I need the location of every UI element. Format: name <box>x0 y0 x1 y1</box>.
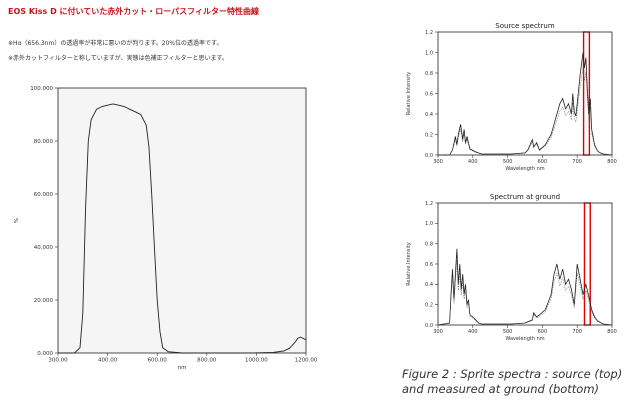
y-axis-label: Relative Intensity <box>406 242 412 286</box>
x-tick-label: 400 <box>468 159 478 165</box>
plot-frame <box>437 31 613 156</box>
y-tick-label: 20.000 <box>34 298 54 304</box>
y-tick-label: 100.000 <box>30 86 53 92</box>
plot-frame <box>437 202 613 326</box>
figure-caption-line1: Figure 2 : Sprite spectra : source (top) <box>402 367 623 381</box>
figure-caption-line2: and measured at ground (bottom) <box>402 382 600 396</box>
x-tick-label: 700 <box>572 329 582 335</box>
x-tick-label: 300 <box>433 329 443 335</box>
x-tick-label: 800 <box>607 159 617 165</box>
page-title: EOS Kiss D に付いていた赤外カット・ローパスフィルター特性曲線 <box>8 7 260 16</box>
y-tick-label: 0.0 <box>425 323 433 329</box>
highlight-box <box>583 202 591 326</box>
x-tick-label: 1000.00 <box>245 358 268 364</box>
y-tick-label: 0.4 <box>425 282 433 288</box>
filter-transmission-chart: 300.00 400.00 600.00 800.00 1000.00 1200.00 0.… <box>14 86 318 371</box>
x-axis-label: Wavelength nm <box>505 336 544 342</box>
y-tick-label: 40.000 <box>34 245 54 251</box>
x-tick-label: 300.00 <box>48 358 68 364</box>
x-axis-label: Wavelength nm <box>505 166 544 172</box>
chart-title: Spectrum at ground <box>490 193 560 201</box>
y-axis-label: Relative Intensity <box>406 72 412 116</box>
series-line-secondary <box>438 67 613 156</box>
note-halpha: ※Hα（656.3nm）の透過率が非常に悪いのが判ります。20%位の透過率です。 <box>8 40 223 47</box>
y-tick-label: 80.000 <box>34 139 54 145</box>
y-tick-label: 0.2 <box>425 132 433 138</box>
x-tick-label: 500 <box>503 329 513 335</box>
highlight-box <box>582 31 591 156</box>
y-tick-label: 0.0 <box>425 153 433 159</box>
series-line-secondary <box>437 260 613 326</box>
y-tick-label: 0.000 <box>37 351 53 357</box>
plot-area <box>58 88 306 353</box>
y-tick-label: 60.000 <box>34 192 54 198</box>
x-tick-label: 300 <box>433 159 443 165</box>
x-tick-label: 700 <box>572 159 582 165</box>
y-tick-label: 1.2 <box>425 201 433 207</box>
note-ir-cut: ※赤外カットフィルターと称していますが、実態は色補正フィルターと思います。 <box>8 55 228 62</box>
source-spectrum-chart: 300 400 500 600 700 800 0.0 0.2 0.4 0.6 0.8 1.0 1.2 S… <box>406 22 617 172</box>
y-tick-label: 1.0 <box>425 221 433 227</box>
x-tick-label: 800.00 <box>197 358 217 364</box>
series-line <box>438 52 613 156</box>
x-tick-label: 400 <box>468 329 478 335</box>
x-axis-label: nm <box>178 365 187 371</box>
x-tick-label: 800 <box>607 329 617 335</box>
x-tick-label: 600 <box>538 329 548 335</box>
x-tick-label: 600 <box>538 159 548 165</box>
y-tick-label: 0.4 <box>425 112 433 118</box>
x-tick-label: 1200.00 <box>295 358 318 364</box>
y-tick-label: 1.0 <box>425 50 433 56</box>
series-line <box>58 103 307 354</box>
y-axis-label: % <box>14 218 20 223</box>
x-tick-label: 400.00 <box>98 358 118 364</box>
x-tick-label: 500 <box>503 159 513 165</box>
chart-title: Source spectrum <box>495 22 555 30</box>
ground-spectrum-chart: 300 400 500 600 700 800 0.0 0.2 0.4 0.6 0.8 1.0 1.2 S… <box>406 193 617 342</box>
x-tick-label: 600.00 <box>148 358 168 364</box>
series-line <box>437 248 613 326</box>
y-tick-label: 0.2 <box>425 302 433 308</box>
y-tick-label: 0.8 <box>425 241 433 247</box>
plot-frame <box>57 87 307 354</box>
y-tick-label: 0.8 <box>425 71 433 77</box>
y-tick-label: 1.2 <box>425 30 433 36</box>
y-tick-label: 0.6 <box>425 262 433 268</box>
y-tick-label: 0.6 <box>425 91 433 97</box>
